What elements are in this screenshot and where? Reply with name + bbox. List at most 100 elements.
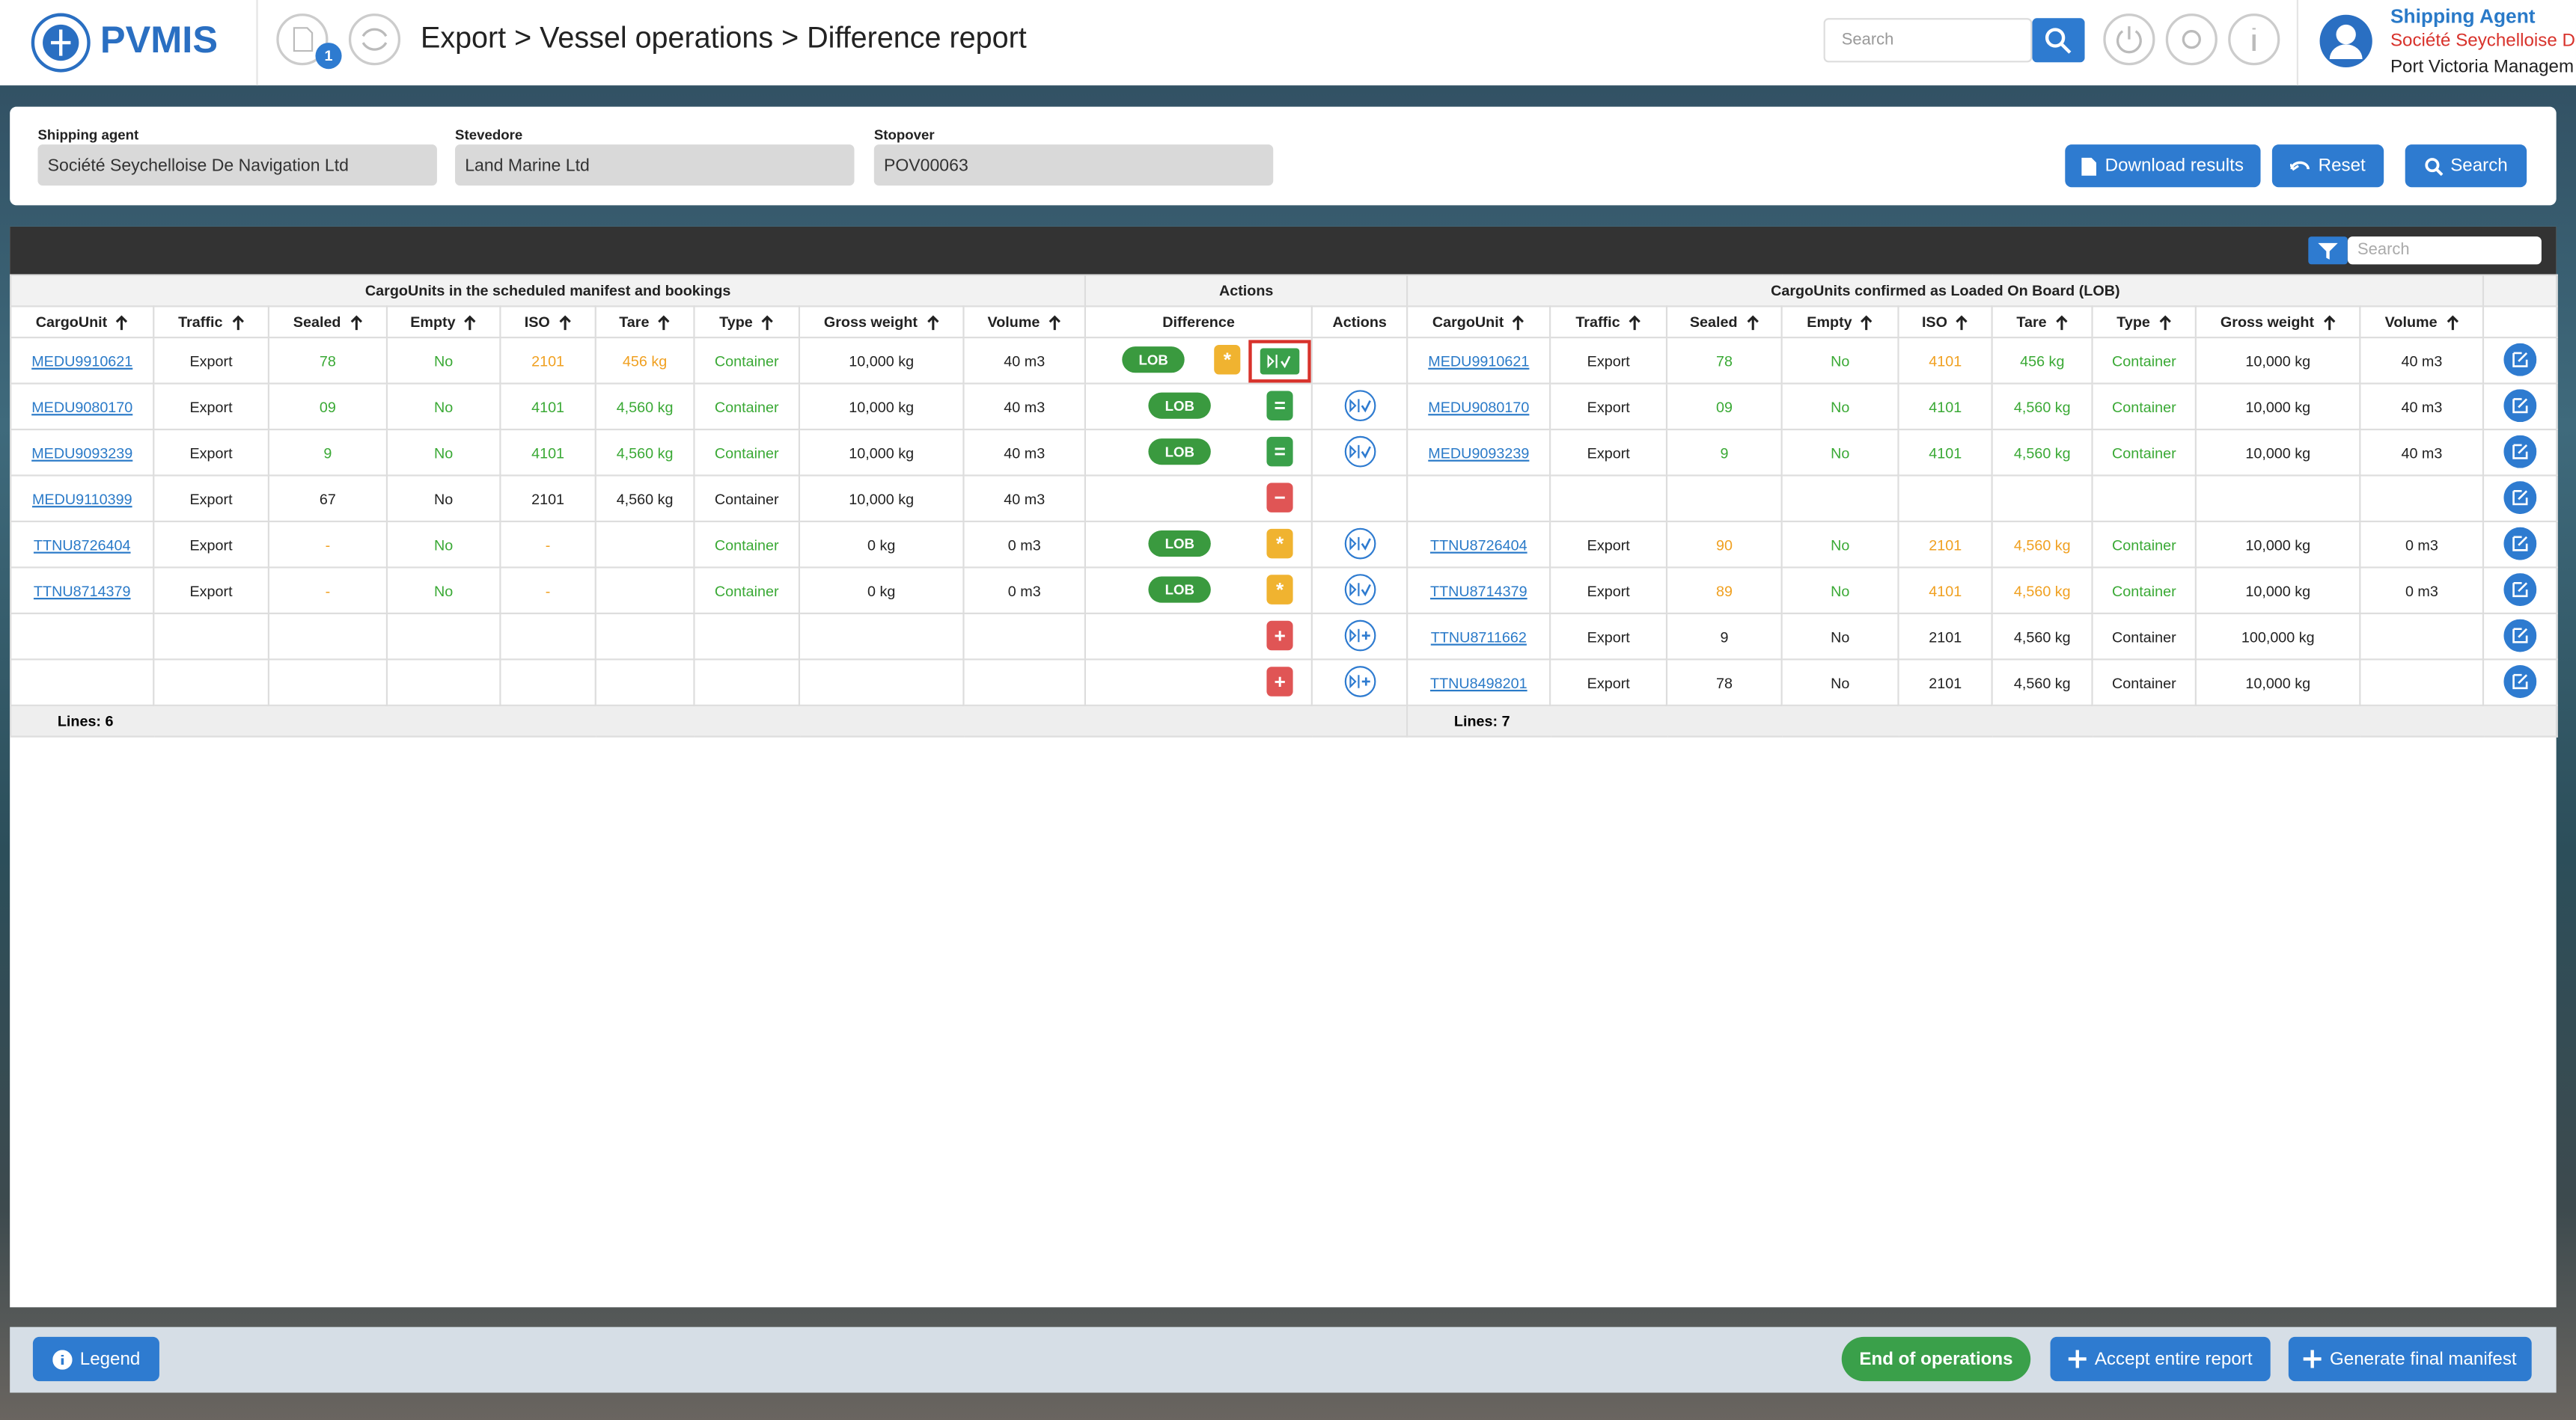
column-header[interactable]: CargoUnit bbox=[1406, 305, 1551, 339]
action-icon[interactable] bbox=[1343, 665, 1376, 700]
column-header[interactable]: Gross weight bbox=[798, 305, 965, 339]
action-icon[interactable] bbox=[1343, 573, 1376, 608]
cell-text: Export bbox=[189, 398, 233, 415]
cell-text: No bbox=[434, 490, 454, 507]
cell-text: 78 bbox=[1716, 352, 1733, 369]
cargo-link[interactable]: TTNU8726404 bbox=[33, 536, 131, 553]
filter-button-label: Download results bbox=[2105, 156, 2244, 176]
difference-symbol[interactable]: + bbox=[1266, 667, 1293, 697]
cell: 10,000 kg bbox=[2194, 382, 2361, 431]
cell: 4101 bbox=[1897, 337, 1993, 385]
action-icon[interactable] bbox=[1343, 389, 1376, 424]
cargo-link[interactable]: TTNU8714379 bbox=[1430, 582, 1527, 599]
filter-button-label: Search bbox=[2450, 156, 2508, 176]
cargo-link[interactable]: MEDU9093239 bbox=[31, 444, 133, 461]
column-header[interactable]: Empty bbox=[1780, 305, 1899, 339]
system-icons[interactable] bbox=[2103, 13, 2283, 70]
accept-button[interactable]: Accept entire report bbox=[2050, 1336, 2271, 1382]
cell: 9 bbox=[1666, 428, 1783, 477]
cell bbox=[962, 612, 1087, 661]
filter-button[interactable]: Reset bbox=[2271, 144, 2384, 188]
column-header[interactable]: ISO bbox=[1897, 305, 1993, 339]
difference-cell: LOB = bbox=[1084, 382, 1313, 431]
action-icon[interactable] bbox=[1343, 527, 1376, 563]
cell: No bbox=[1780, 612, 1899, 661]
edit-cell bbox=[2482, 474, 2559, 523]
column-header[interactable]: Type bbox=[693, 305, 801, 339]
cell: Container bbox=[693, 337, 801, 385]
table-search[interactable]: Search bbox=[2347, 236, 2542, 265]
column-header[interactable]: Sealed bbox=[267, 305, 388, 339]
column-header[interactable]: Sealed bbox=[1666, 305, 1783, 339]
cell: 0 m3 bbox=[2359, 520, 2485, 569]
cargo-link[interactable]: MEDU9910621 bbox=[31, 352, 133, 369]
cell: 9 bbox=[267, 428, 388, 477]
column-header[interactable]: Traffic bbox=[153, 305, 270, 339]
action-icon[interactable] bbox=[1343, 619, 1376, 655]
cell-text: Export bbox=[1587, 398, 1630, 415]
difference-symbol[interactable]: − bbox=[1266, 483, 1293, 512]
field-input[interactable]: POV00063 bbox=[873, 144, 1274, 186]
column-header[interactable]: Tare bbox=[594, 305, 695, 339]
cell-text: 4,560 kg bbox=[616, 398, 674, 415]
logo-text: PVMIS bbox=[100, 18, 219, 61]
group-header: Actions bbox=[1084, 274, 1408, 307]
column-header[interactable]: Traffic bbox=[1549, 305, 1668, 339]
filter-button[interactable] bbox=[2308, 236, 2348, 265]
column-header[interactable]: Tare bbox=[1991, 305, 2093, 339]
cell-text: 67 bbox=[319, 490, 336, 507]
header-icons[interactable] bbox=[276, 13, 408, 79]
edit-button[interactable] bbox=[2503, 388, 2537, 424]
end-operations-button[interactable]: End of operations bbox=[1841, 1336, 2031, 1382]
cargo-link[interactable]: TTNU8498201 bbox=[1430, 674, 1527, 691]
edit-button[interactable] bbox=[2503, 572, 2537, 608]
column-header[interactable]: ISO bbox=[499, 305, 596, 339]
cell bbox=[2359, 474, 2485, 523]
breadcrumb: Export > Vessel operations > Difference … bbox=[420, 21, 1027, 55]
difference-symbol[interactable]: + bbox=[1266, 620, 1293, 651]
cargo-link[interactable]: MEDU9910621 bbox=[1428, 352, 1530, 369]
difference-symbol[interactable]: * bbox=[1214, 344, 1241, 375]
search-button[interactable] bbox=[2032, 18, 2085, 63]
cell: 10,000 kg bbox=[2194, 337, 2361, 385]
legend-button[interactable]: Legend bbox=[32, 1336, 159, 1382]
edit-button[interactable] bbox=[2503, 342, 2537, 379]
generate-button[interactable]: Generate final manifest bbox=[2288, 1336, 2532, 1382]
cell-text: 40 m3 bbox=[2401, 352, 2443, 369]
validate-button[interactable] bbox=[1248, 340, 1310, 382]
edit-button[interactable] bbox=[2503, 664, 2537, 700]
edit-button[interactable] bbox=[2503, 480, 2537, 516]
search-input[interactable]: Search bbox=[1823, 18, 2033, 63]
cargo-link[interactable]: TTNU8726404 bbox=[1430, 536, 1527, 553]
difference-symbol[interactable]: = bbox=[1266, 436, 1293, 467]
cargo-link[interactable]: MEDU9080170 bbox=[31, 398, 133, 415]
column-header[interactable]: Volume bbox=[2359, 305, 2485, 339]
difference-symbol[interactable]: * bbox=[1266, 575, 1293, 605]
cargo-link[interactable]: TTNU8711662 bbox=[1430, 628, 1527, 645]
edit-button[interactable] bbox=[2503, 434, 2537, 471]
column-header[interactable]: Empty bbox=[385, 305, 501, 339]
cargo-link[interactable]: MEDU9080170 bbox=[1428, 398, 1530, 415]
cell: 2101 bbox=[499, 474, 596, 523]
cell: Container bbox=[693, 428, 801, 477]
cargo-link[interactable]: TTNU8714379 bbox=[33, 582, 131, 599]
action-cell bbox=[1310, 520, 1408, 569]
action-icon[interactable] bbox=[1343, 435, 1376, 471]
column-header[interactable]: Gross weight bbox=[2194, 305, 2361, 339]
cargo-link[interactable]: MEDU9093239 bbox=[1428, 444, 1530, 461]
edit-button[interactable] bbox=[2503, 618, 2537, 655]
filter-button[interactable]: Download results bbox=[2065, 144, 2261, 188]
cell: 4,560 kg bbox=[594, 382, 695, 431]
cargo-link[interactable]: MEDU9110399 bbox=[31, 490, 132, 507]
difference-symbol[interactable]: * bbox=[1266, 528, 1293, 559]
column-header[interactable]: Volume bbox=[962, 305, 1087, 339]
field-input[interactable]: Société Seychelloise De Navigation Ltd bbox=[37, 144, 437, 186]
cell-text: 4,560 kg bbox=[2013, 398, 2071, 415]
column-header[interactable]: CargoUnit bbox=[10, 305, 155, 339]
field-input[interactable]: Land Marine Ltd bbox=[455, 144, 855, 186]
filter-button[interactable]: Search bbox=[2405, 144, 2527, 188]
column-header[interactable]: Type bbox=[2091, 305, 2197, 339]
edit-button[interactable] bbox=[2503, 526, 2537, 563]
difference-symbol[interactable]: = bbox=[1266, 391, 1293, 420]
avatar[interactable] bbox=[2318, 13, 2374, 70]
